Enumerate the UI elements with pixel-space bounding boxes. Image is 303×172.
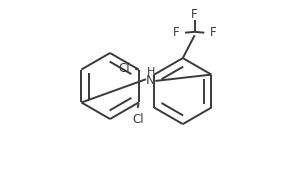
Text: Cl: Cl	[118, 62, 130, 76]
Text: N: N	[146, 74, 155, 87]
Text: F: F	[173, 26, 179, 39]
Text: H: H	[146, 67, 155, 77]
Text: F: F	[191, 8, 198, 22]
Text: Cl: Cl	[132, 113, 144, 126]
Text: F: F	[210, 26, 217, 39]
